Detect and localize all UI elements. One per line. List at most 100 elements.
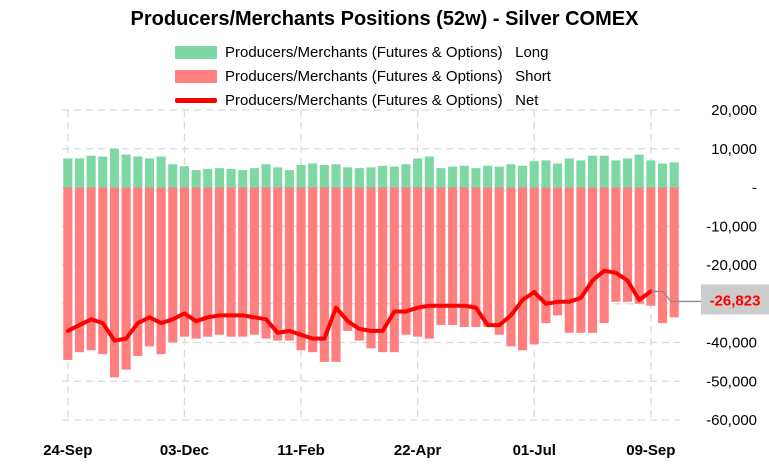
long-bar: [669, 162, 679, 188]
legend-label-short: Producers/Merchants (Futures & Options) …: [225, 67, 551, 85]
long-bar: [109, 148, 120, 188]
long-bar: [366, 167, 376, 188]
short-bar: [587, 187, 598, 333]
short-bar: [471, 187, 481, 327]
net-line-layer: [65, 268, 653, 343]
long-bar: [249, 168, 259, 188]
long-bar: [634, 154, 644, 188]
short-bar: [518, 187, 528, 351]
chart-legend: Producers/Merchants (Futures & Options) …: [175, 40, 551, 112]
short-bar: [657, 187, 668, 324]
long-bar: [436, 168, 446, 188]
long-bar: [389, 166, 399, 188]
short-bar: [564, 187, 574, 333]
short-bar: [459, 187, 469, 327]
long-bar: [529, 161, 539, 188]
y-tick-label: -50,000: [706, 373, 757, 390]
long-bar: [63, 158, 73, 188]
legend-label-long: Producers/Merchants (Futures & Options) …: [225, 43, 549, 61]
short-bar: [109, 187, 120, 378]
long-bar: [144, 158, 155, 188]
short-bar: [121, 187, 131, 370]
long-bar: [471, 168, 481, 188]
long-bar: [273, 167, 283, 188]
long-bar: [179, 166, 189, 188]
long-bars: [63, 148, 679, 188]
y-tick-label: 10,000: [711, 141, 757, 158]
short-bar: [436, 187, 446, 326]
x-tick-label: 09-Sep: [626, 442, 675, 459]
long-bar: [553, 163, 563, 188]
short-bar: [98, 187, 108, 355]
x-tick-label: 11-Feb: [277, 442, 325, 459]
long-bar: [494, 166, 504, 188]
long-bar: [506, 164, 516, 188]
long-bar: [261, 164, 271, 188]
long-bar: [564, 158, 574, 188]
short-bar: [249, 187, 259, 335]
long-bar: [156, 156, 166, 188]
y-tick-label: -: [752, 180, 757, 197]
short-bar: [669, 187, 679, 318]
short-bar: [284, 187, 294, 341]
short-bar: [261, 187, 271, 339]
short-bar: [191, 187, 201, 339]
y-tick-label: -60,000: [706, 412, 757, 429]
short-bar: [354, 187, 364, 341]
long-bar: [378, 165, 388, 188]
short-bar: [378, 187, 388, 353]
long-bar: [191, 170, 201, 188]
short-bar: [144, 187, 155, 347]
short-bar: [401, 187, 411, 335]
x-tick-label: 03-Dec: [160, 442, 209, 459]
legend-swatch-net: [175, 97, 217, 103]
short-bar: [331, 187, 341, 362]
short-bar: [424, 187, 434, 339]
long-bar: [168, 164, 178, 188]
long-bar: [413, 158, 423, 188]
long-bar: [646, 160, 656, 188]
long-bar: [343, 167, 353, 188]
long-bar: [541, 160, 551, 188]
short-bar: [74, 187, 85, 353]
short-bar: [599, 187, 609, 324]
short-bar: [133, 187, 143, 357]
short-bar: [553, 187, 563, 316]
short-bar: [226, 187, 236, 337]
legend-swatch-short: [175, 69, 217, 83]
long-bar: [424, 156, 434, 188]
legend-swatch-long: [175, 45, 217, 59]
short-bar: [529, 187, 539, 345]
long-bar: [226, 168, 236, 188]
long-bar: [203, 168, 213, 188]
short-bar: [273, 187, 283, 341]
last-value-box: [701, 284, 769, 315]
last-value-label: -26,823: [710, 292, 761, 309]
short-bar: [319, 187, 329, 362]
legend-label-net: Producers/Merchants (Futures & Options) …: [225, 91, 539, 109]
long-bar: [74, 158, 85, 188]
long-bar: [354, 168, 364, 188]
short-bar: [366, 187, 376, 349]
long-bar: [459, 165, 469, 188]
long-bar: [576, 160, 586, 188]
long-bar: [214, 168, 224, 188]
short-bar: [448, 187, 458, 326]
y-axis: 20,00010,000--10,000-20,000-30,000-40,00…: [706, 102, 757, 429]
short-bar: [86, 187, 96, 351]
x-axis: 24-Sep 03-Dec 11-Feb 22-Apr 01-Jul 09-Sep: [43, 442, 675, 459]
x-tick-label: 24-Sep: [43, 442, 92, 459]
last-value-leader: [650, 290, 701, 303]
short-bar: [494, 187, 504, 335]
short-bar: [634, 187, 644, 304]
short-bar: [203, 187, 213, 337]
long-bar: [98, 156, 108, 188]
long-bar: [401, 164, 411, 188]
long-bar: [284, 170, 294, 188]
short-bar: [483, 187, 493, 327]
long-bar: [622, 158, 633, 188]
long-bar: [121, 154, 131, 188]
long-bar: [611, 160, 621, 188]
short-bar: [308, 187, 318, 353]
